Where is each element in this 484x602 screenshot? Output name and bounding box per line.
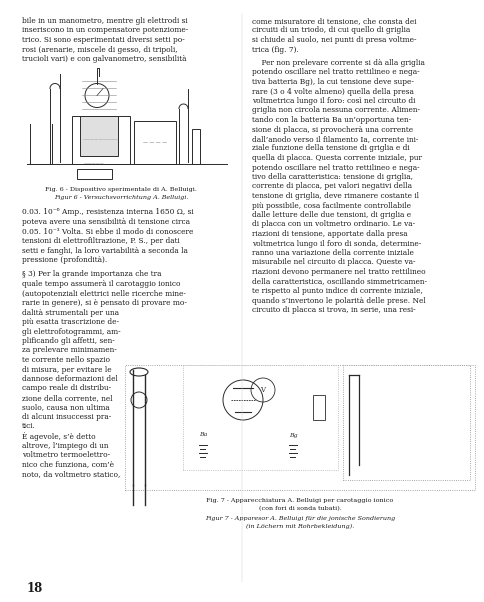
Text: quella di placca. Questa corrente iniziale, pur: quella di placca. Questa corrente inizia…: [252, 154, 422, 162]
Bar: [312, 395, 324, 420]
Bar: [77, 169, 112, 179]
Text: Fig. 6 - Dispositivo sperimentale di A. Belluigi.: Fig. 6 - Dispositivo sperimentale di A. …: [45, 187, 197, 193]
Text: 18: 18: [27, 582, 43, 595]
Bar: [342, 365, 469, 480]
Text: inseriscono in un compensatore potenziome-: inseriscono in un compensatore potenziom…: [22, 26, 188, 34]
Text: tensione di griglia, deve rimanere costante il: tensione di griglia, deve rimanere costa…: [252, 192, 419, 200]
Text: corrente di placca, pei valori negativi della: corrente di placca, pei valori negativi …: [252, 182, 412, 190]
Text: ziale funzione della tensione di griglia e di: ziale funzione della tensione di griglia…: [252, 144, 409, 152]
Text: quale tempo assumerà il carotaggio ionico: quale tempo assumerà il carotaggio ionic…: [22, 280, 180, 288]
Text: di misura, per evitare le: di misura, per evitare le: [22, 365, 111, 373]
Text: della caratteristica, oscillando simmetricamen-: della caratteristica, oscillando simmetr…: [252, 278, 426, 285]
Text: Ba: Ba: [198, 432, 207, 438]
Text: noto, da voltmetro statico,: noto, da voltmetro statico,: [22, 470, 120, 478]
Text: (autopotenziali elettrici nelle ricerche mine-: (autopotenziali elettrici nelle ricerche…: [22, 290, 185, 297]
Bar: [192, 128, 199, 164]
Text: È agevole, s’è detto: È agevole, s’è detto: [22, 432, 95, 441]
Text: Figur 7 - Apparesor A. Belluigi für die jonische Sondierung: Figur 7 - Apparesor A. Belluigi für die …: [204, 516, 394, 521]
Text: voltmetrica lungo il foro di sonda, determine-: voltmetrica lungo il foro di sonda, dete…: [252, 240, 421, 247]
Text: trucioli vari) e con galvanometro, sensibilità: trucioli vari) e con galvanometro, sensi…: [22, 55, 186, 63]
Text: altrove, l’impiego di un: altrove, l’impiego di un: [22, 441, 108, 450]
Text: di placca con un voltmetro ordinario. Le va-: di placca con un voltmetro ordinario. Le…: [252, 220, 415, 229]
Text: bile in un manometro, mentre gli elettrodi si: bile in un manometro, mentre gli elettro…: [22, 17, 187, 25]
Text: di alcuni insuccessi pra-: di alcuni insuccessi pra-: [22, 413, 111, 421]
Text: nico che funziona, com’è: nico che funziona, com’è: [22, 461, 114, 468]
Text: tando con la batteria Ba un’opportuna ten-: tando con la batteria Ba un’opportuna te…: [252, 116, 411, 124]
Text: come misuratore di tensione, che consta dei: come misuratore di tensione, che consta …: [252, 17, 416, 25]
Text: te rispetto al punto indice di corrente iniziale,: te rispetto al punto indice di corrente …: [252, 287, 423, 295]
Text: te corrente nello spazio: te corrente nello spazio: [22, 356, 110, 364]
Text: più possibile, cosa facilmente controllabile: più possibile, cosa facilmente controlla…: [252, 202, 410, 209]
Text: plificando gli affetti, sen-: plificando gli affetti, sen-: [22, 337, 115, 345]
Text: § 3) Per la grande importanza che tra: § 3) Per la grande importanza che tra: [22, 270, 161, 279]
Text: potendo oscillare nel tratto rettilineo e nega-: potendo oscillare nel tratto rettilineo …: [252, 164, 419, 172]
Text: voltmetro termoelettro-: voltmetro termoelettro-: [22, 451, 110, 459]
Text: za prelevare minimamen-: za prelevare minimamen-: [22, 347, 117, 355]
Text: gli elettrofotogrammi, am-: gli elettrofotogrammi, am-: [22, 327, 121, 335]
Text: riazioni devono permanere nel tratto rettilineo: riazioni devono permanere nel tratto ret…: [252, 268, 425, 276]
Text: potendo oscillare nel tratto rettilineo e nega-: potendo oscillare nel tratto rettilineo …: [252, 69, 419, 76]
Text: dall’anodo verso il filamento Ia, corrente ini-: dall’anodo verso il filamento Ia, corren…: [252, 135, 418, 143]
Text: — — — —: — — — —: [143, 140, 166, 144]
Text: —————: —————: [84, 161, 105, 166]
Text: rare (3 o 4 volte almeno) quella della presa: rare (3 o 4 volte almeno) quella della p…: [252, 87, 413, 96]
Text: misurabile nel circuito di placca. Queste va-: misurabile nel circuito di placca. Quest…: [252, 258, 415, 267]
Text: quando s’invertono le polarità delle prese. Nel: quando s’invertono le polarità delle pre…: [252, 297, 425, 305]
Text: —————————: —————————: [82, 137, 120, 141]
Text: trica (fig. 7).: trica (fig. 7).: [252, 46, 299, 54]
Text: dalità strumentali per una: dalità strumentali per una: [22, 308, 119, 317]
Text: Bg: Bg: [288, 432, 297, 438]
Text: suolo, causa non ultima: suolo, causa non ultima: [22, 403, 109, 412]
Text: tivo della caratteristica: tensione di griglia,: tivo della caratteristica: tensione di g…: [252, 173, 413, 181]
Bar: [182, 365, 337, 470]
Text: poteva avere una sensibilità di tensione circa: poteva avere una sensibilità di tensione…: [22, 218, 190, 226]
Text: si chiude al suolo, nei punti di presa voltme-: si chiude al suolo, nei punti di presa v…: [252, 36, 416, 44]
Text: dalle letture delle due tensioni, di griglia e: dalle letture delle due tensioni, di gri…: [252, 211, 411, 219]
Text: Fig. 7 - Apparecchiatura A. Belluigi per carotaggio ionico: Fig. 7 - Apparecchiatura A. Belluigi per…: [206, 498, 393, 503]
Text: circuito di placca si trova, in serie, una resi-: circuito di placca si trova, in serie, u…: [252, 306, 415, 314]
Text: 0.03. 10⁻⁶ Amp., resistenza interna 1650 Ω, si: 0.03. 10⁻⁶ Amp., resistenza interna 1650…: [22, 208, 193, 217]
Text: sione di placca, si provocherà una corrente: sione di placca, si provocherà una corre…: [252, 125, 413, 134]
Text: (in Löchern mit Rohrbekleidung).: (in Löchern mit Rohrbekleidung).: [245, 524, 353, 529]
Text: riazioni di tensione, apportate dalla presa: riazioni di tensione, apportate dalla pr…: [252, 230, 407, 238]
Bar: [72, 116, 130, 164]
Text: griglia non circola nessuna corrente. Alimen-: griglia non circola nessuna corrente. Al…: [252, 107, 420, 114]
Text: circuiti di un triodo, di cui quello di griglia: circuiti di un triodo, di cui quello di …: [252, 26, 410, 34]
Text: setti e fanghi, la loro variabilità a seconda la: setti e fanghi, la loro variabilità a se…: [22, 246, 187, 255]
Text: dannose deformazioni del: dannose deformazioni del: [22, 375, 118, 383]
Text: voltmetrica lungo il foro: così nel circuito di: voltmetrica lungo il foro: così nel circ…: [252, 97, 415, 105]
Text: campo reale di distribu-: campo reale di distribu-: [22, 385, 111, 393]
Text: pressione (profondità).: pressione (profondità).: [22, 256, 107, 264]
Bar: [80, 116, 118, 155]
Text: Per non prelevare corrente si dà alla griglia: Per non prelevare corrente si dà alla gr…: [252, 59, 424, 67]
Text: tiva batteria Bg), la cui tensione deve supe-: tiva batteria Bg), la cui tensione deve …: [252, 78, 413, 86]
Text: rosi (arenarie, miscele di gesso, di tripoli,: rosi (arenarie, miscele di gesso, di tri…: [22, 46, 177, 54]
Text: tici.: tici.: [22, 423, 36, 430]
Text: trico. Si sono esperimentati diversi setti po-: trico. Si sono esperimentati diversi set…: [22, 36, 184, 44]
Text: (con fori di sonda tubati).: (con fori di sonda tubati).: [258, 506, 341, 511]
Text: ranno una variazione della corrente iniziale: ranno una variazione della corrente iniz…: [252, 249, 413, 257]
Text: V: V: [260, 386, 265, 394]
Text: zione della corrente, nel: zione della corrente, nel: [22, 394, 112, 402]
Bar: [125, 365, 474, 490]
Text: più esatta trascrizione de-: più esatta trascrizione de-: [22, 318, 119, 326]
Text: Figur 6 - Versuchsvorrichtung A. Belluigi.: Figur 6 - Versuchsvorrichtung A. Belluig…: [54, 196, 188, 200]
Bar: [134, 120, 176, 164]
Text: tensioni di elettrofiltrazione, P. S., per dati: tensioni di elettrofiltrazione, P. S., p…: [22, 237, 180, 245]
Text: rarie in genere), si è pensato di provare mo-: rarie in genere), si è pensato di provar…: [22, 299, 186, 307]
Text: 0.05. 10⁻³ Volta. Si ebbe il modo di conoscere: 0.05. 10⁻³ Volta. Si ebbe il modo di con…: [22, 228, 193, 235]
